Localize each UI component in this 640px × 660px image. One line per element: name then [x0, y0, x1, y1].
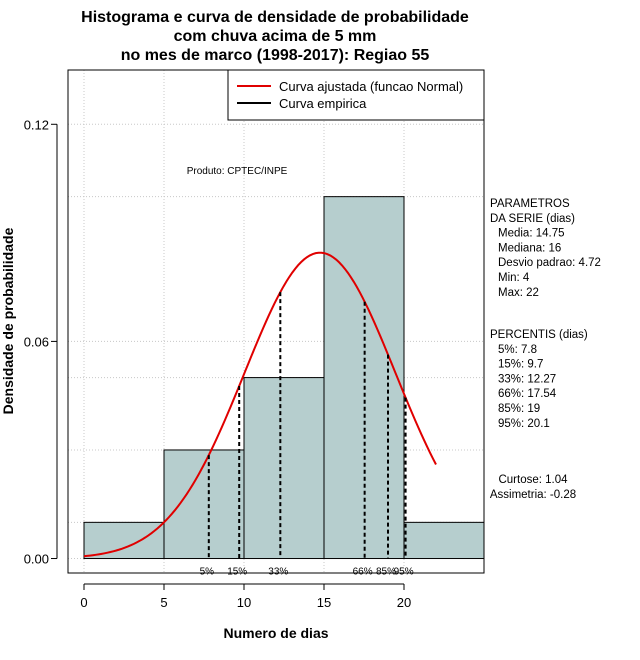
shape-line-0: Curtose: 1.04	[498, 474, 568, 486]
normal-curve-group	[83, 251, 437, 558]
y-tick-label-0: 0.00	[24, 552, 49, 567]
y-axis-title: Densidade de probabilidade	[0, 227, 16, 414]
legend-box	[227, 69, 485, 121]
y-tick-label-1: 0.06	[24, 334, 49, 349]
parametros-line-1: DA SERIE (dias)	[490, 213, 575, 225]
percentile-lines-group: 5% 15% 33% 66% 85%95%	[200, 292, 414, 578]
legend-label-normal: Curva ajustada (funcao Normal)	[279, 79, 463, 94]
percentis-line-6: 95%: 20.1	[498, 418, 550, 430]
percentile-label-4: 85%	[376, 567, 396, 578]
percentile-label-5: 95%	[394, 567, 414, 578]
histogram-bar-4	[403, 521, 485, 560]
histogram-bar-3	[323, 196, 405, 560]
percentis-line-1: 5%: 7.8	[498, 344, 537, 356]
legend-label-empirical: Curva empirica	[279, 96, 367, 111]
percentile-label-3: 66%	[353, 567, 373, 578]
parametros-line-6: Max: 22	[498, 287, 539, 299]
chart-title-line-1: Histograma e curva de densidade de proba…	[81, 9, 469, 26]
shape-line-1: Assimetria: -0.28	[490, 489, 576, 501]
normal-curve-line	[83, 251, 437, 558]
x-axis-title: Numero de dias	[223, 625, 328, 641]
percentile-label-0: 5%	[200, 567, 215, 578]
histogram-bar-0	[83, 521, 165, 560]
x-tick-label-4: 20	[397, 595, 411, 610]
percentis-line-5: 85%: 19	[498, 403, 540, 415]
percentile-label-2: 33%	[268, 567, 288, 578]
x-tick-label-1: 5	[160, 595, 167, 610]
histogram-bar-2	[243, 377, 325, 560]
x-tick-label-2: 10	[237, 595, 251, 610]
percentis-line-3: 33%: 12.27	[498, 373, 556, 385]
source-annotation: Produto: CPTEC/INPE	[187, 166, 288, 177]
x-axis: 0 5 10 15 20	[80, 583, 411, 610]
y-axis: 0.00 0.06 0.12	[24, 117, 58, 567]
percentile-label-1: 15%	[227, 567, 247, 578]
x-tick-label-0: 0	[80, 595, 87, 610]
histogram-bars	[83, 196, 485, 560]
parametros-line-0: PARAMETROS	[490, 198, 570, 210]
parametros-line-2: Media: 14.75	[498, 228, 565, 240]
percentis-line-0: PERCENTIS (dias)	[490, 329, 588, 341]
parametros-line-3: Mediana: 16	[498, 242, 561, 254]
side-panel: PARAMETROS DA SERIE (dias) Media: 14.75 Med…	[490, 198, 601, 501]
parametros-line-5: Min: 4	[498, 272, 530, 284]
chart-title-line-3: no mes de marco (1998-2017): Regiao 55	[121, 47, 430, 64]
x-tick-label-3: 15	[317, 595, 331, 610]
chart-legend: Curva ajustada (funcao Normal) Curva emp…	[227, 69, 485, 121]
parametros-line-4: Desvio padrao: 4.72	[498, 257, 601, 269]
percentis-line-2: 15%: 9.7	[498, 359, 543, 371]
y-tick-label-2: 0.12	[24, 117, 49, 132]
chart-title-line-2: com chuva acima de 5 mm	[174, 28, 377, 45]
percentis-line-4: 66%: 17.54	[498, 388, 557, 400]
